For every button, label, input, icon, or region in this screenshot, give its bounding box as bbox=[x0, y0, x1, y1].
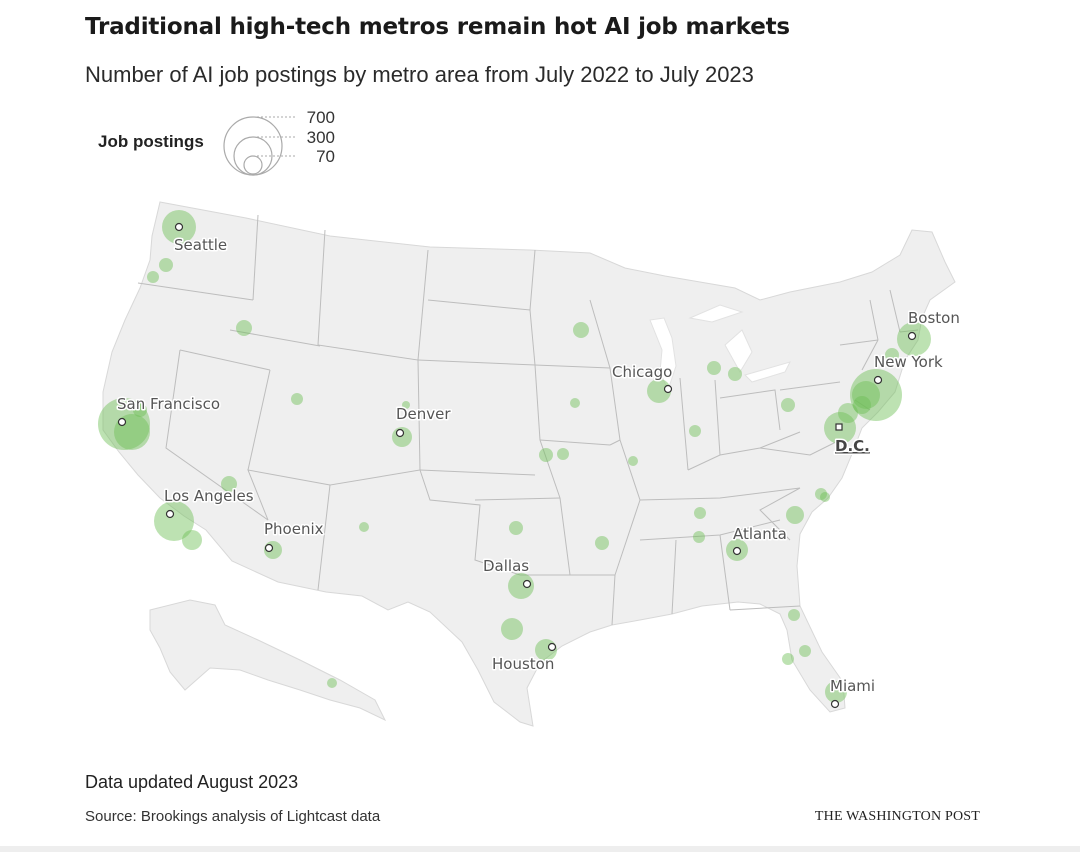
bubble-nashville bbox=[694, 507, 706, 519]
bubble-portland bbox=[147, 271, 159, 283]
legend-label-300: 300 bbox=[307, 128, 335, 147]
publisher-credit: THE WASHINGTON POST bbox=[814, 809, 980, 824]
label-new-york: New York bbox=[874, 353, 943, 371]
bottom-bar bbox=[0, 846, 1080, 852]
bubble-des-moines bbox=[570, 398, 580, 408]
label-atlanta: Atlanta bbox=[733, 525, 787, 543]
chart-subtitle: Number of AI job postings by metro area … bbox=[85, 62, 754, 87]
bubble-sacramento bbox=[133, 403, 147, 417]
bubble-kansas-city bbox=[539, 448, 553, 462]
marker-atlanta bbox=[732, 546, 742, 556]
label-san-francisco: San Francisco bbox=[117, 395, 220, 413]
label-dallas: Dallas bbox=[483, 557, 529, 575]
bubble-grand-rapids bbox=[707, 361, 721, 375]
bubble-st-louis bbox=[628, 456, 638, 466]
marker-phoenix bbox=[264, 543, 274, 553]
bubble-hartford bbox=[885, 348, 899, 362]
label-houston: Houston bbox=[492, 655, 554, 673]
label-chicago: Chicago bbox=[612, 363, 672, 381]
marker-layer bbox=[117, 222, 917, 709]
chart-title: Traditional high-tech metros remain hot … bbox=[85, 14, 790, 40]
source-note: Source: Brookings analysis of Lightcast … bbox=[85, 808, 381, 825]
bubble-detroit bbox=[728, 367, 742, 381]
legend-label-700: 700 bbox=[307, 108, 335, 127]
bubble-layer bbox=[98, 210, 931, 703]
marker-boston bbox=[907, 331, 917, 341]
state-borders bbox=[137, 214, 919, 626]
bubble-albuquerque bbox=[359, 522, 369, 532]
bubble-new-york bbox=[850, 369, 902, 421]
label-seattle: Seattle bbox=[174, 236, 227, 254]
legend-circle-70 bbox=[243, 155, 263, 175]
marker-houston bbox=[547, 642, 557, 652]
label-dc: D.C. bbox=[835, 437, 870, 455]
marker-seattle bbox=[174, 222, 184, 232]
label-layer: Seattle San Francisco Los Angeles Phoeni… bbox=[116, 235, 962, 697]
bubble-san-diego bbox=[182, 530, 202, 550]
bubble-baltimore bbox=[838, 403, 858, 423]
legend-title: Job postings bbox=[98, 132, 204, 151]
bubble-chicago bbox=[647, 379, 671, 403]
marker-chicago bbox=[663, 384, 673, 394]
marker-denver bbox=[395, 428, 405, 438]
bubble-jacksonville bbox=[788, 609, 800, 621]
legend-circle-700 bbox=[223, 116, 283, 176]
bubble-philadelphia bbox=[853, 396, 871, 414]
bubble-little-rock bbox=[595, 536, 609, 550]
bubble-hawaii bbox=[327, 678, 337, 688]
bubble-oklahoma-city bbox=[509, 521, 523, 535]
bubble-salt-lake bbox=[291, 393, 303, 405]
bubble-boulder bbox=[402, 401, 410, 409]
inset-land bbox=[149, 599, 387, 722]
bubble-indianapolis bbox=[689, 425, 701, 437]
bubble-durham bbox=[820, 492, 830, 502]
size-legend: 700 300 70 bbox=[223, 108, 335, 176]
bubble-minneapolis bbox=[573, 322, 589, 338]
bubble-tampa bbox=[782, 653, 794, 665]
bubble-kansas-city-mo bbox=[557, 448, 569, 460]
bubble-new-jersey bbox=[852, 381, 880, 409]
bubble-boise bbox=[236, 320, 252, 336]
data-updated-note: Data updated August 2023 bbox=[85, 772, 299, 792]
bubble-dallas bbox=[508, 573, 534, 599]
bubble-charlotte bbox=[786, 506, 804, 524]
bubble-pittsburgh bbox=[781, 398, 795, 412]
label-boston: Boston bbox=[908, 309, 960, 327]
label-miami: Miami bbox=[830, 677, 875, 695]
bubble-huntsville bbox=[693, 531, 705, 543]
bubble-las-vegas bbox=[221, 476, 237, 492]
marker-los-angeles bbox=[165, 509, 175, 519]
marker-dc bbox=[835, 423, 843, 431]
us-map: Seattle San Francisco Los Angeles Phoeni… bbox=[98, 201, 962, 727]
label-los-angeles: Los Angeles bbox=[164, 487, 254, 505]
bubble-raleigh bbox=[815, 488, 827, 500]
marker-san-francisco bbox=[117, 417, 127, 427]
bubble-austin bbox=[501, 618, 523, 640]
marker-miami bbox=[830, 699, 840, 709]
label-denver: Denver bbox=[396, 405, 451, 423]
legend-label-70: 70 bbox=[316, 147, 335, 166]
marker-new-york bbox=[873, 375, 883, 385]
label-phoenix: Phoenix bbox=[264, 520, 324, 538]
bubble-tacoma bbox=[159, 258, 173, 272]
bubble-los-angeles bbox=[154, 501, 194, 541]
bubble-orlando bbox=[799, 645, 811, 657]
marker-dallas bbox=[522, 579, 532, 589]
great-lakes bbox=[649, 304, 791, 392]
bubble-miami bbox=[825, 681, 847, 703]
